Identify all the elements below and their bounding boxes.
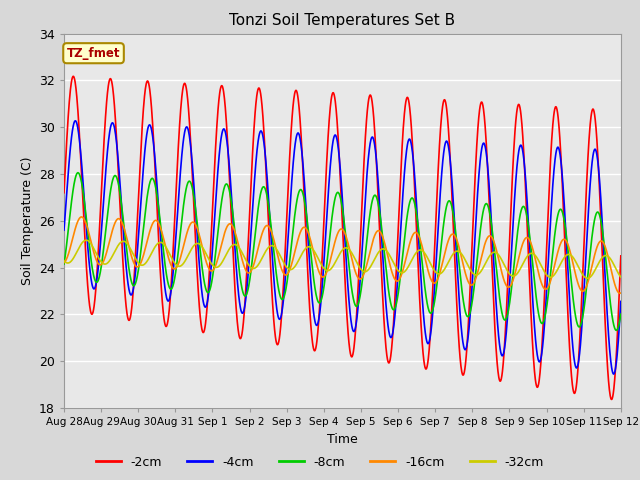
Legend: -2cm, -4cm, -8cm, -16cm, -32cm: -2cm, -4cm, -8cm, -16cm, -32cm — [91, 451, 549, 474]
X-axis label: Time: Time — [327, 432, 358, 445]
Title: Tonzi Soil Temperatures Set B: Tonzi Soil Temperatures Set B — [229, 13, 456, 28]
Text: TZ_fmet: TZ_fmet — [67, 47, 120, 60]
Y-axis label: Soil Temperature (C): Soil Temperature (C) — [20, 156, 33, 285]
